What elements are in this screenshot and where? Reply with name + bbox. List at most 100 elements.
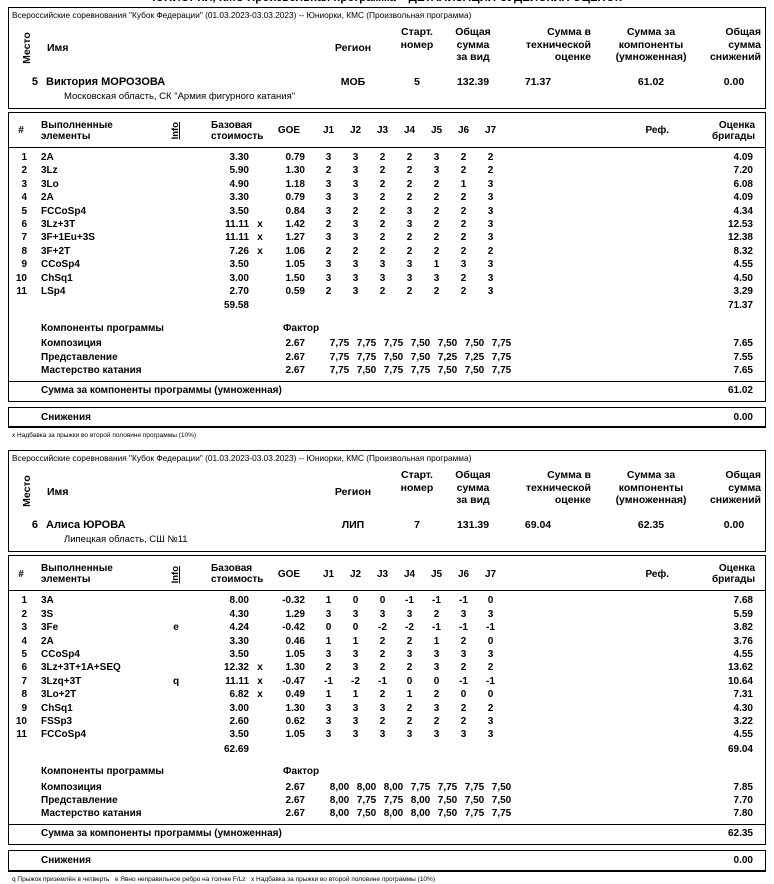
- element-base-value: 4.90: [229, 178, 249, 190]
- judge-score-j2: 7,75: [356, 795, 377, 806]
- element-panel-score: 12.53: [727, 219, 753, 231]
- judge-score-j3: 8,00: [383, 808, 404, 820]
- judge-score-j1: 2: [325, 286, 332, 298]
- element-goe: 0.49: [285, 689, 305, 701]
- base-value-header: Базовая стоимость: [211, 119, 264, 143]
- judge-score-j4: -1: [405, 595, 414, 607]
- element-row: 6 3Lz+3T 11.11 x 1.42 2 3 2 3 2 2 3 12.5…: [9, 218, 765, 231]
- judge-score-j3: 7,50: [383, 351, 404, 363]
- element-base-value: 3.00: [229, 272, 249, 284]
- judge-score-j7: 3: [487, 219, 494, 231]
- element-base-value: 6.82: [229, 689, 249, 701]
- judge-score-j1: 2: [325, 165, 332, 177]
- judge-score-j7: 2: [487, 165, 494, 177]
- element-number: 3: [21, 178, 27, 190]
- element-row: 8 3F+2T 7.26 x 1.06 2 2 2 2 2 2 2 8.32: [9, 245, 765, 258]
- judge-score-j1: 3: [325, 178, 332, 190]
- footnote: x Надбавка за прыжки во второй половине …: [12, 432, 197, 440]
- page-title: ЮНИОРКИ, КМС Произвольная программа – ДЕ…: [8, 0, 766, 6]
- name-header: Имя: [47, 42, 69, 55]
- element-row: 5 CCoSp4 3.50 1.05 3 3 2 3 3 3 3 4.55: [9, 648, 765, 661]
- element-name: ChSq1: [41, 272, 73, 284]
- element-name: 3Lz: [41, 165, 58, 177]
- element-name: 3Lo+2T: [41, 689, 77, 701]
- judge-score-j6: 2: [460, 192, 467, 204]
- judge-score-j3: 2: [379, 232, 386, 244]
- judge-score-j2: 7,50: [356, 808, 377, 820]
- judge-score-j3: 7,75: [383, 365, 404, 377]
- element-name: 3F+2T: [41, 245, 71, 257]
- judge-score-j3: 2: [379, 178, 386, 190]
- element-number: 8: [21, 245, 27, 257]
- judge-score-j7: 3: [487, 272, 494, 284]
- element-base-value: 12.32: [223, 662, 249, 674]
- judge-score-j5: 2: [433, 689, 440, 701]
- judge-score-j5: -1: [432, 622, 441, 634]
- judge-score-j3: 2: [379, 219, 386, 231]
- element-row: 11 FCCoSp4 3.50 1.05 3 3 3 3 3 3 3 4.55: [9, 728, 765, 741]
- judge-score-j7: -1: [486, 675, 495, 687]
- skater-components-score: 61.02: [637, 76, 665, 88]
- judge-score-j6: 3: [460, 729, 467, 741]
- judge-score-j4: 3: [406, 272, 413, 284]
- element-panel-score: 3.29: [733, 286, 753, 298]
- element-name: FSSp3: [41, 715, 73, 727]
- judge-score-j5: 0: [433, 675, 440, 687]
- judge-score-j7: 2: [487, 152, 494, 163]
- element-base-value: 3.30: [229, 192, 249, 204]
- judge-score-j7: 7,50: [491, 795, 512, 806]
- element-panel-score: 4.55: [733, 729, 753, 741]
- judge-score-j3: 2: [379, 165, 386, 177]
- element-name: FCCoSp4: [41, 729, 86, 741]
- judge-header-j3: J3: [376, 568, 389, 580]
- start-number-header: Старт. номер: [400, 26, 434, 51]
- element-row: 9 CCoSp4 3.50 1.05 3 3 3 3 1 3 3 4.55: [9, 258, 765, 271]
- element-row: 6 3Lz+3T+1A+SEQ 12.32 x 1.30 2 3 2 2 3 2…: [9, 661, 765, 674]
- judge-score-j3: 2: [379, 192, 386, 204]
- judge-score-j5: 3: [433, 648, 440, 660]
- deductions-box: Снижения 0.00: [8, 406, 766, 429]
- judge-score-j7: 3: [487, 608, 494, 620]
- judge-score-j3: 2: [379, 286, 386, 298]
- judge-score-j7: 3: [487, 205, 494, 217]
- element-panel-score: 8.32: [733, 245, 753, 257]
- judge-score-j1: 1: [325, 595, 332, 607]
- judge-score-j7: 7,75: [491, 808, 512, 820]
- element-goe: 0.46: [285, 635, 305, 647]
- component-row: Представление 2.67 7,75 7,75 7,50 7,50 7…: [9, 351, 765, 364]
- element-row: 11 LSp4 2.70 0.59 2 3 2 2 2 2 3 3.29: [9, 285, 765, 298]
- judge-score-j1: 3: [325, 232, 332, 244]
- deductions-box: Снижения 0.00: [8, 850, 766, 872]
- element-base-value: 2.60: [229, 715, 249, 727]
- judge-score-j2: 3: [352, 219, 359, 231]
- judge-score-j7: 3: [487, 286, 494, 298]
- component-panel-score: 7.65: [733, 338, 753, 350]
- elements-table-header: # Выполненные элементы Info Базовая стои…: [9, 113, 765, 148]
- elements-header: Выполненные элементы: [41, 119, 113, 143]
- judge-score-j1: 3: [325, 729, 332, 741]
- element-name: LSp4: [41, 286, 66, 298]
- info-header: Info: [170, 122, 182, 140]
- judge-score-j1: 8,00: [329, 781, 350, 793]
- judge-score-j6: 7,75: [464, 808, 485, 820]
- skater-club: Московская область, СК "Армия фигурного …: [64, 91, 296, 102]
- judge-score-j5: 7,25: [437, 351, 458, 363]
- judge-header-j2: J2: [349, 125, 362, 137]
- judge-score-j5: 1: [433, 259, 440, 271]
- element-row: 7 3Lzq+3T q 11.11 x -0.47 -1 -2 -1 0 0 -…: [9, 675, 765, 688]
- component-row: Композиция 2.67 7,75 7,75 7,75 7,50 7,50…: [9, 337, 765, 350]
- element-x-bonus-mark: x: [257, 689, 263, 701]
- element-number: 5: [21, 648, 27, 660]
- competition-line: Всероссийские соревнования "Кубок Федера…: [12, 10, 472, 20]
- element-panel-score: 3.82: [733, 622, 753, 634]
- judge-score-j3: 7,75: [383, 338, 404, 350]
- element-panel-score: 4.09: [733, 152, 753, 163]
- judge-score-j1: 1: [325, 635, 332, 647]
- judge-score-j5: 3: [433, 165, 440, 177]
- factor-header: Фактор: [283, 322, 320, 334]
- element-row: 5 FCCoSp4 3.50 0.84 3 2 2 3 2 2 3 4.34: [9, 205, 765, 218]
- element-number: 11: [16, 729, 27, 741]
- judge-score-j2: 7,75: [356, 351, 377, 363]
- element-panel-score: 6.08: [733, 178, 753, 190]
- component-row: Мастерство катания 2.67 8,00 7,50 8,00 8…: [9, 807, 765, 820]
